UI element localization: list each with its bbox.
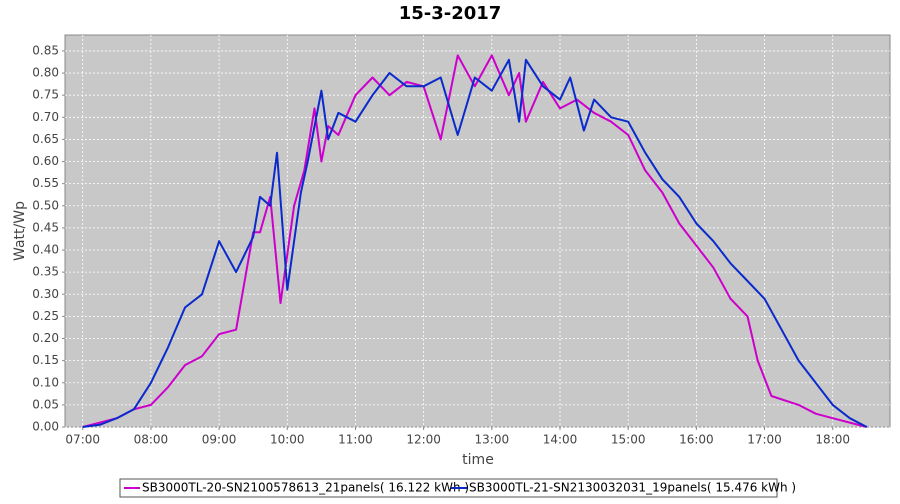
y-tick-label: 0.80 [32, 66, 59, 80]
y-tick-label: 0.70 [32, 110, 59, 124]
y-tick-label: 0.20 [32, 331, 59, 345]
series-line [82, 54, 868, 428]
legend: SB3000TL-20-SN2100578613_21panels( 16.12… [124, 481, 796, 495]
y-tick-label: 0.85 [32, 43, 59, 57]
y-tick-label: 0.55 [32, 176, 59, 190]
y-tick-label: 0.45 [32, 220, 59, 234]
y-tick-label: 0.10 [32, 375, 59, 389]
y-tick-label: 0.60 [32, 154, 59, 168]
plot-area [64, 34, 891, 428]
x-tick-label: 17:00 [747, 433, 782, 447]
x-tick-label: 09:00 [202, 433, 237, 447]
x-tick-label: 10:00 [270, 433, 305, 447]
x-tick-label: 07:00 [65, 433, 100, 447]
legend-box [119, 478, 778, 498]
x-axis-label: time [462, 452, 494, 468]
x-tick-label: 18:00 [815, 433, 850, 447]
y-tick-label: 0.15 [32, 353, 59, 367]
x-tick-label: 12:00 [406, 433, 441, 447]
y-tick-label: 0.25 [32, 309, 59, 323]
y-tick-label: 0.75 [32, 88, 59, 102]
y-tick-label: 0.40 [32, 243, 59, 257]
y-tick-label: 0.30 [32, 287, 59, 301]
x-tick-label: 08:00 [134, 433, 169, 447]
series-line [82, 58, 868, 428]
x-tick-label: 15:00 [611, 433, 646, 447]
legend-label: SB3000TL-21-SN2130032031_19panels( 15.47… [469, 481, 796, 495]
legend-label: SB3000TL-20-SN2100578613_21panels( 16.12… [142, 481, 469, 495]
x-tick-label: 14:00 [543, 433, 578, 447]
y-tick-label: 0.00 [32, 420, 59, 434]
x-tick-label: 11:00 [338, 433, 373, 447]
y-tick-label: 0.50 [32, 198, 59, 212]
y-axis-label: Watt/Wp [12, 201, 28, 261]
y-tick-label: 0.05 [32, 397, 59, 411]
x-tick-label: 13:00 [475, 433, 510, 447]
chart-title: 15-3-2017 [399, 3, 502, 24]
x-tick-label: 16:00 [679, 433, 714, 447]
y-tick-label: 0.65 [32, 132, 59, 146]
y-tick-label: 0.35 [32, 265, 59, 279]
